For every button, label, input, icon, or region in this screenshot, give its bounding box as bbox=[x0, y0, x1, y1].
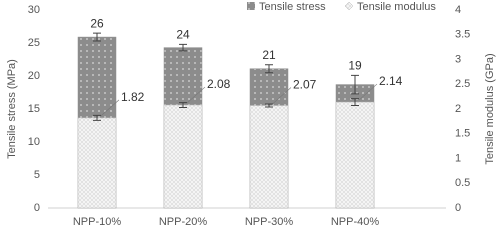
x-tick-label: NPP-30% bbox=[245, 216, 294, 228]
bar bbox=[335, 101, 375, 209]
y2-tick-label: 3 bbox=[455, 53, 461, 65]
y2-tick-label: 4 bbox=[455, 4, 461, 16]
data-label: 2.08 bbox=[207, 77, 231, 91]
legend-marker bbox=[247, 2, 255, 10]
bar bbox=[77, 117, 117, 209]
y-tick-label: 20 bbox=[28, 70, 40, 82]
x-tick-label: NPP-20% bbox=[159, 216, 208, 228]
y-tick-label: 25 bbox=[28, 37, 40, 49]
data-label: 19 bbox=[348, 59, 362, 73]
y-tick-label: 15 bbox=[28, 103, 40, 115]
data-label: 2.07 bbox=[293, 78, 317, 92]
error-bar bbox=[351, 98, 359, 107]
y2-tick-label: 0 bbox=[455, 202, 461, 214]
y2-tick-label: 2.5 bbox=[455, 78, 470, 90]
y-tick-label: 5 bbox=[34, 169, 40, 181]
leader-line bbox=[272, 87, 292, 104]
bar bbox=[249, 105, 289, 209]
y2-tick-label: 1.5 bbox=[455, 128, 470, 140]
y-tick-label: 0 bbox=[34, 202, 40, 214]
leader-line bbox=[358, 83, 378, 101]
legend-label: Tensile modulus bbox=[357, 1, 436, 13]
leader-line bbox=[186, 86, 206, 104]
error-bar bbox=[351, 74, 359, 95]
y-axis-title: Tensile stress (MPa) bbox=[6, 59, 18, 159]
error-bar bbox=[265, 64, 273, 74]
leader-line bbox=[100, 99, 120, 117]
data-label: 1.82 bbox=[121, 90, 145, 104]
y-tick-label: 30 bbox=[28, 4, 40, 16]
error-bar bbox=[179, 43, 187, 52]
y2-tick-label: 2 bbox=[455, 103, 461, 115]
data-label: 2.14 bbox=[379, 74, 403, 88]
y2-axis-title: Tensile modulus (GPa) bbox=[484, 53, 496, 164]
y-tick-label: 10 bbox=[28, 136, 40, 148]
y2-tick-label: 1 bbox=[455, 152, 461, 164]
legend-label: Tensile stress bbox=[259, 1, 326, 13]
y2-tick-label: 0.5 bbox=[455, 177, 470, 189]
x-tick-label: NPP-10% bbox=[73, 216, 122, 228]
error-bar bbox=[93, 114, 101, 121]
error-bar bbox=[93, 32, 101, 42]
x-tick-label: NPP-40% bbox=[331, 216, 380, 228]
data-label: 26 bbox=[90, 16, 104, 30]
data-label: 24 bbox=[176, 27, 190, 41]
y2-tick-label: 3.5 bbox=[455, 29, 470, 41]
error-bar bbox=[265, 103, 273, 108]
bar bbox=[163, 104, 203, 209]
chart: Tensile stress (MPa) Tensile modulus (GP… bbox=[6, 1, 496, 228]
error-bar bbox=[179, 102, 187, 109]
data-label: 21 bbox=[262, 48, 276, 62]
legend-marker bbox=[344, 1, 354, 11]
